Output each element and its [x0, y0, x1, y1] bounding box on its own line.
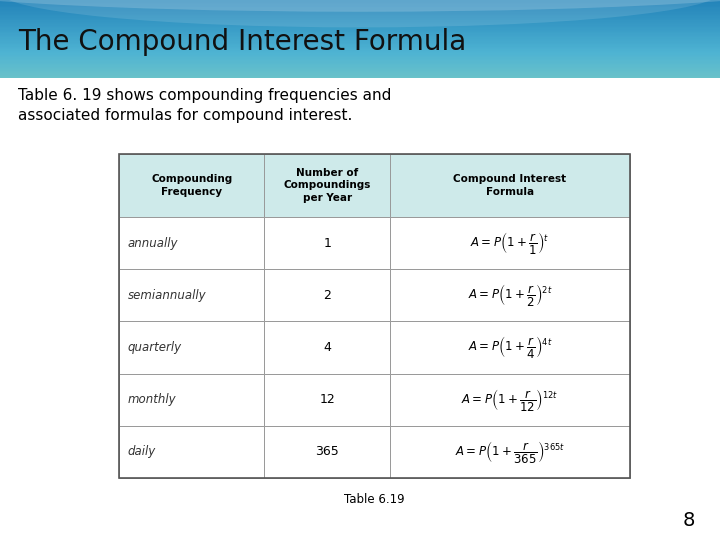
Bar — [264, 321, 390, 374]
Text: The Compound Interest Formula: The Compound Interest Formula — [18, 28, 467, 56]
Text: 1: 1 — [323, 237, 331, 249]
Ellipse shape — [0, 0, 720, 12]
Text: Number of
Compoundings
per Year: Number of Compoundings per Year — [284, 168, 371, 203]
Bar — [390, 321, 630, 374]
Text: 4: 4 — [323, 341, 331, 354]
Bar — [264, 154, 390, 217]
Text: semiannually: semiannually — [127, 289, 206, 302]
Text: quarterly: quarterly — [127, 341, 181, 354]
Text: daily: daily — [127, 446, 156, 458]
Bar — [119, 154, 264, 217]
Text: $A = P\left(1 + \dfrac{r}{4}\right)^{4t}$: $A = P\left(1 + \dfrac{r}{4}\right)^{4t}… — [467, 334, 552, 361]
Text: $A = P\left(1 + \dfrac{r}{2}\right)^{2t}$: $A = P\left(1 + \dfrac{r}{2}\right)^{2t}… — [467, 282, 552, 308]
Bar — [119, 321, 264, 374]
Bar — [264, 374, 390, 426]
Text: $A = P\left(1 + \dfrac{r}{12}\right)^{12t}$: $A = P\left(1 + \dfrac{r}{12}\right)^{12… — [462, 387, 559, 413]
Bar — [119, 154, 630, 478]
Text: Compound Interest
Formula: Compound Interest Formula — [454, 174, 567, 197]
Bar — [390, 374, 630, 426]
Text: Table 6.19: Table 6.19 — [344, 493, 405, 506]
Text: $A = P\left(1 + \dfrac{r}{1}\right)^{t}$: $A = P\left(1 + \dfrac{r}{1}\right)^{t}$ — [470, 230, 549, 256]
Text: Compounding
Frequency: Compounding Frequency — [151, 174, 233, 197]
Bar — [119, 217, 264, 269]
Text: 2: 2 — [323, 289, 331, 302]
Text: annually: annually — [127, 237, 178, 249]
Bar — [119, 374, 264, 426]
Text: Table 6. 19 shows compounding frequencies and
associated formulas for compound i: Table 6. 19 shows compounding frequencie… — [18, 89, 392, 123]
Text: $A = P\left(1 + \dfrac{r}{365}\right)^{365t}$: $A = P\left(1 + \dfrac{r}{365}\right)^{3… — [455, 439, 565, 465]
Bar — [119, 426, 264, 478]
Ellipse shape — [0, 0, 720, 28]
Bar — [390, 154, 630, 217]
Text: monthly: monthly — [127, 393, 176, 406]
Bar — [390, 269, 630, 321]
Bar — [390, 426, 630, 478]
Bar — [119, 269, 264, 321]
Bar — [390, 217, 630, 269]
Text: 365: 365 — [315, 446, 339, 458]
Bar — [264, 217, 390, 269]
Text: 12: 12 — [319, 393, 335, 406]
Bar — [264, 426, 390, 478]
Bar — [264, 269, 390, 321]
Text: 8: 8 — [683, 511, 695, 530]
